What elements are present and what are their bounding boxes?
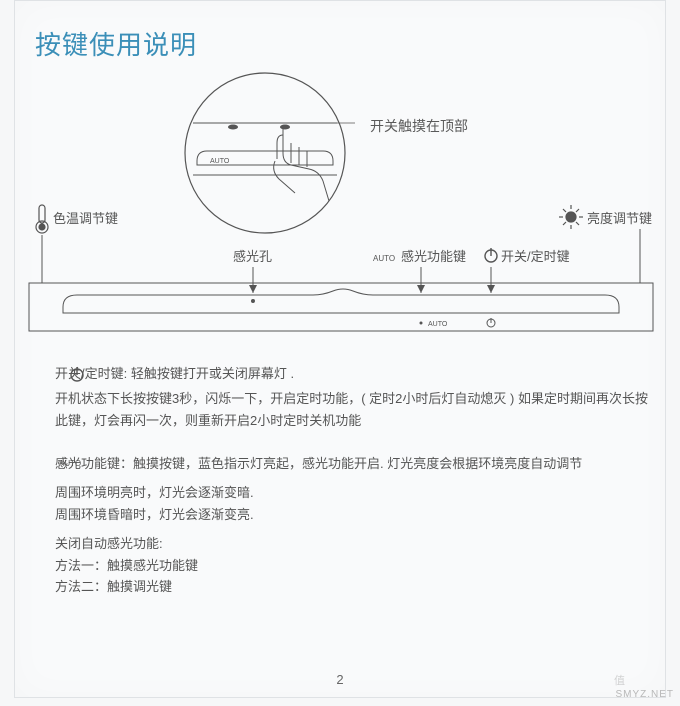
manual-page: 按键使用说明 AUTO 开关触摸在顶部: [14, 0, 666, 698]
instr-title: 感光功能键：触摸按键，蓝色指示灯亮起，感光功能开启. 灯光亮度会根据环境亮度自动…: [55, 456, 582, 471]
brightness-icon: [559, 205, 583, 229]
page-number: 2: [15, 672, 665, 687]
page-title: 按键使用说明: [35, 25, 197, 62]
instr-body: 开机状态下长按按键3秒，闪烁一下，开启定时功能，( 定时2小时后灯自动熄灭 ) …: [55, 388, 655, 431]
instruction-auto: AUTO 感光功能键：触摸按键，蓝色指示灯亮起，感光功能开启. 灯光亮度会根据环…: [55, 453, 655, 598]
color-temp-label: 色温调节键: [53, 211, 118, 226]
auto-text: AUTO: [210, 158, 230, 165]
instr-sub: 周围环境昏暗时，灯光会逐渐变亮.: [55, 504, 655, 525]
instr-sub: 方法二：触摸调光键: [55, 576, 655, 597]
svg-text:AUTO: AUTO: [428, 321, 448, 328]
touch-label: 开关触摸在顶部: [370, 116, 468, 136]
watermark: SMYZ.NET: [615, 689, 674, 700]
instr-sub: 方法一：触摸感光功能键: [55, 555, 655, 576]
instr-sub: 关闭自动感光功能:: [55, 533, 655, 554]
instruction-power: 开关/定时键: 轻触按键打开或关闭屏幕灯 . 开机状态下长按按键3秒，闪烁一下，…: [55, 363, 655, 431]
power-icon-small: [485, 248, 497, 262]
thermometer-icon: [36, 205, 48, 233]
watermark-cn: 值: [614, 672, 625, 688]
bar-diagram: 色温调节键 亮度调节键 感光孔 AUTO 感光功能键: [23, 201, 659, 341]
sensor-label: 感光孔: [233, 249, 272, 264]
auto-func-label: 感光功能键: [401, 249, 466, 264]
brightness-label: 亮度调节键: [587, 211, 652, 226]
power-icon: [63, 365, 91, 383]
power-label: 开关/定时键: [501, 249, 570, 264]
auto-icon: AUTO: [59, 457, 87, 470]
svg-text:AUTO: AUTO: [373, 254, 395, 263]
instr-sub: 周围环境明亮时，灯光会逐渐变暗.: [55, 482, 655, 503]
